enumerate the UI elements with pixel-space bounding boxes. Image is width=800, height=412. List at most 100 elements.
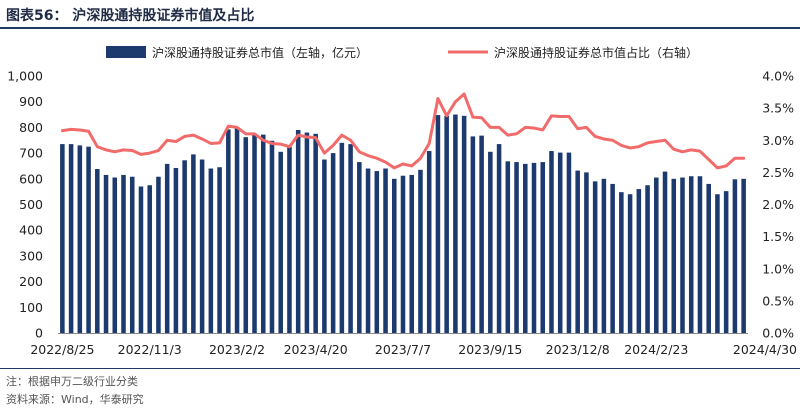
share-line: [60, 92, 746, 170]
left-tick-label: 800: [19, 120, 43, 135]
bar: [103, 174, 109, 333]
x-tick-label: 2023/9/15: [458, 342, 522, 357]
x-axis: 2022/8/25 2022/11/3 2023/2/2 2023/4/20 2023/…: [30, 342, 797, 357]
bar: [287, 146, 292, 333]
footnote: 注：根据申万二级行业分类: [6, 375, 138, 388]
chart-title: 图表56： 沪深股通持股证券市值及占比: [6, 8, 255, 24]
bar: [627, 194, 633, 333]
bar: [523, 163, 528, 333]
bar: [461, 115, 467, 333]
left-tick-label: 100: [19, 300, 43, 315]
right-tick-label: 3.5%: [762, 101, 794, 116]
bar: [400, 175, 406, 333]
bar: [313, 133, 318, 333]
bar: [444, 115, 449, 333]
bar: [418, 169, 423, 333]
bar: [365, 168, 371, 333]
right-tick-label: 0.5%: [762, 293, 794, 308]
left-tick-label: 500: [19, 197, 43, 212]
bar: [383, 168, 388, 333]
legend: 沪深股通持股证券总市值（左轴，亿元） 沪深股通持股证券总市值占比（右轴）: [106, 45, 698, 60]
bar: [191, 154, 196, 333]
bar: [619, 192, 624, 333]
left-tick-label: 400: [19, 223, 43, 238]
bar: [226, 129, 231, 333]
left-tick-label: 900: [19, 94, 43, 109]
bar: [129, 176, 135, 333]
bar: [252, 133, 257, 333]
bar: [348, 144, 353, 333]
bar: [488, 151, 493, 333]
left-axis: 0 100 200 300 400 500 600 700 800 900 1,000: [7, 69, 43, 341]
source-note: 资料来源：Wind，华泰研究: [6, 393, 144, 406]
bar: [217, 167, 222, 333]
bar: [741, 178, 746, 333]
bar: [243, 137, 249, 333]
bar: [453, 114, 458, 333]
bar: [715, 194, 720, 333]
bar: [470, 136, 476, 333]
bar: [112, 177, 118, 333]
bar: [208, 168, 214, 333]
right-tick-label: 1.0%: [762, 261, 794, 276]
bar: [575, 170, 580, 333]
right-tick-label: 2.5%: [762, 165, 794, 180]
bar: [234, 127, 240, 334]
bar: [496, 144, 502, 333]
bar: [339, 142, 345, 333]
bar: [330, 153, 336, 333]
left-tick-label: 600: [19, 171, 43, 186]
bar: [610, 183, 615, 333]
bar: [557, 152, 563, 333]
bar: [680, 177, 685, 333]
right-axis: 0.0% 0.5% 1.0% 1.5% 2.0% 2.5% 3.0% 3.5% 4.0%: [762, 69, 794, 341]
bar: [697, 176, 703, 333]
x-tick-label: 2024/2/23: [624, 342, 688, 357]
left-tick-label: 300: [19, 248, 43, 263]
bar: [121, 174, 126, 333]
x-tick-label: 2023/2/2: [209, 342, 265, 357]
right-tick-label: 4.0%: [762, 69, 794, 84]
x-tick-label: 2023/7/7: [375, 342, 431, 357]
bar: [60, 144, 65, 333]
left-tick-label: 700: [19, 146, 43, 161]
bar: [592, 181, 598, 333]
bar: [260, 134, 266, 333]
right-tick-label: 3.0%: [762, 133, 794, 148]
bar: [584, 172, 589, 334]
legend-label-bars: 沪深股通持股证券总市值（左轴，亿元）: [152, 45, 368, 60]
right-tick-label: 2.0%: [762, 197, 794, 212]
x-tick-label: 2022/8/25: [30, 342, 94, 357]
right-tick-label: 0.0%: [762, 326, 794, 341]
x-tick-label: 2022/11/3: [118, 342, 182, 357]
right-tick-label: 1.5%: [762, 229, 794, 244]
bar: [688, 176, 694, 333]
x-tick-label: 2023/12/8: [546, 342, 610, 357]
bar: [173, 168, 179, 333]
left-tick-label: 0: [35, 326, 43, 341]
bar: [723, 191, 729, 333]
bar: [654, 177, 659, 333]
bar: [95, 169, 100, 333]
x-tick-label: 2024/4/30: [733, 342, 797, 357]
bar: [549, 151, 554, 333]
bar: [601, 178, 607, 333]
bar: [278, 151, 283, 333]
line-series: [60, 92, 746, 170]
bar: [199, 159, 205, 333]
bar: [269, 140, 275, 333]
x-tick-label: 2023/4/20: [284, 342, 348, 357]
bar: [156, 176, 161, 333]
chart: 沪深股通持股证券总市值（左轴，亿元） 沪深股通持股证券总市值占比（右轴） 0 10…: [7, 45, 797, 357]
bar: [77, 145, 83, 333]
bar: [645, 185, 650, 333]
bar: [706, 183, 711, 333]
bar: [479, 135, 484, 333]
bar: [566, 152, 572, 333]
bar: [540, 162, 546, 333]
bar: [147, 185, 152, 333]
bar: [426, 151, 432, 333]
bar: [531, 162, 537, 333]
bar: [505, 161, 511, 333]
bar: [295, 129, 301, 333]
